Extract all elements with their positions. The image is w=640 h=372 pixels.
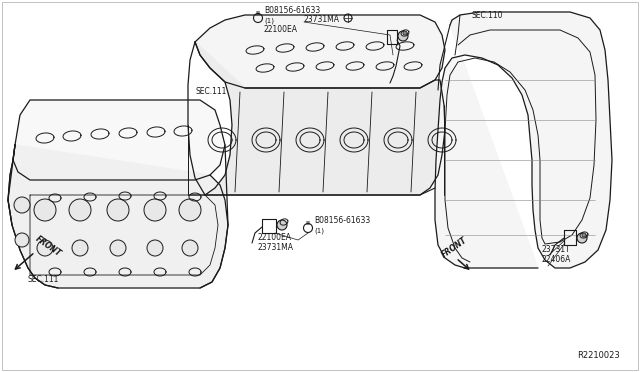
Text: 22100EA: 22100EA	[264, 25, 298, 34]
Circle shape	[15, 233, 29, 247]
Circle shape	[34, 199, 56, 221]
Text: R2210023: R2210023	[577, 351, 620, 360]
Circle shape	[14, 197, 30, 213]
Text: 23731T: 23731T	[542, 245, 571, 254]
Text: SEC.111: SEC.111	[195, 87, 227, 96]
Text: FRONT: FRONT	[440, 236, 469, 260]
Text: 22406A: 22406A	[542, 255, 572, 264]
Text: 22100EA: 22100EA	[258, 233, 292, 242]
Circle shape	[72, 240, 88, 256]
Circle shape	[37, 240, 53, 256]
Polygon shape	[435, 12, 612, 268]
Text: B08156-61633: B08156-61633	[314, 216, 371, 225]
Polygon shape	[8, 145, 228, 288]
Circle shape	[147, 240, 163, 256]
Text: (1): (1)	[314, 227, 324, 234]
Text: B08156-61633: B08156-61633	[264, 6, 320, 15]
Circle shape	[398, 31, 408, 41]
Text: FRONT: FRONT	[34, 234, 63, 258]
Circle shape	[179, 199, 201, 221]
Text: 23731MA: 23731MA	[304, 15, 340, 24]
Circle shape	[110, 240, 126, 256]
Circle shape	[182, 240, 198, 256]
Circle shape	[69, 199, 91, 221]
Polygon shape	[195, 15, 445, 88]
Circle shape	[582, 233, 586, 237]
Circle shape	[107, 199, 129, 221]
Text: SEC.111: SEC.111	[28, 275, 60, 284]
Circle shape	[403, 31, 407, 35]
Circle shape	[144, 199, 166, 221]
Text: B: B	[305, 221, 309, 226]
Text: B: B	[255, 11, 259, 16]
Polygon shape	[195, 42, 445, 195]
Polygon shape	[13, 100, 225, 180]
Text: 23731MA: 23731MA	[258, 243, 294, 252]
Circle shape	[577, 233, 587, 243]
Text: (1): (1)	[264, 17, 274, 23]
Text: SEC.110: SEC.110	[472, 11, 504, 20]
Circle shape	[277, 220, 287, 230]
